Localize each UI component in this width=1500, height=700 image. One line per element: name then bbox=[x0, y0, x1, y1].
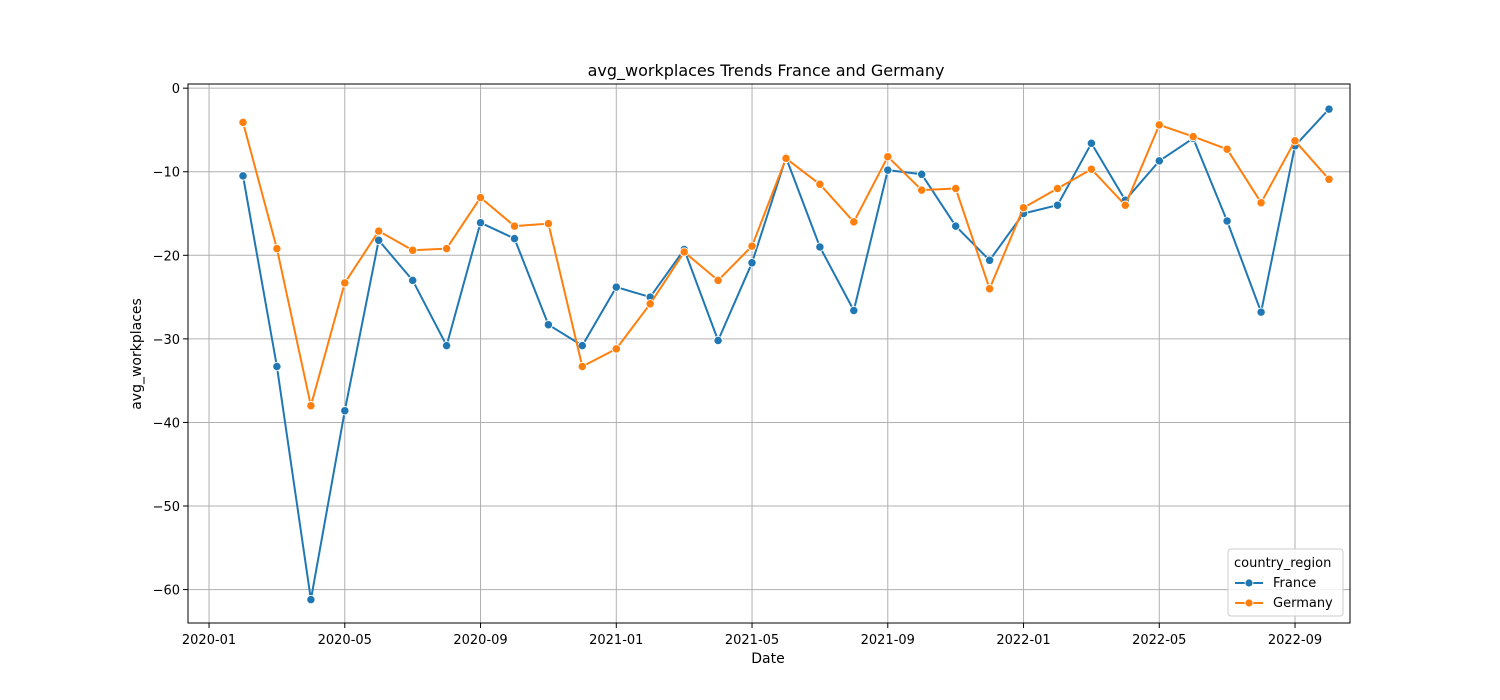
data-point-germany bbox=[781, 153, 791, 164]
data-point-germany bbox=[1086, 164, 1097, 174]
data-point-france bbox=[951, 221, 961, 231]
x-tick-label: 2022-09 bbox=[1268, 633, 1322, 648]
data-point-germany bbox=[951, 183, 961, 194]
chart-title: avg_workplaces Trends France and Germany bbox=[588, 61, 945, 81]
data-point-france bbox=[441, 340, 452, 351]
data-point-france bbox=[306, 594, 316, 605]
data-point-france bbox=[475, 218, 486, 228]
data-point-france bbox=[1324, 104, 1334, 114]
data-point-france bbox=[408, 275, 418, 286]
tick-layer: 2020-01 2020-05 2020-09 2021-01 2021-05 2021-… bbox=[153, 82, 1323, 648]
data-point-germany bbox=[645, 299, 655, 309]
data-point-germany bbox=[374, 226, 384, 236]
data-point-france bbox=[1256, 307, 1266, 317]
data-point-germany bbox=[340, 278, 350, 288]
data-point-france bbox=[713, 335, 723, 346]
y-axis-title: avg_workplaces bbox=[129, 298, 145, 410]
x-tick-label: 2020-05 bbox=[318, 633, 372, 648]
data-point-france bbox=[849, 305, 859, 316]
legend-title: country_region bbox=[1234, 556, 1331, 571]
data-point-germany bbox=[1188, 131, 1198, 142]
legend-germany-label: Germany bbox=[1273, 596, 1333, 611]
data-point-france bbox=[747, 258, 757, 268]
data-point-germany bbox=[509, 221, 520, 231]
y-tick-label: −60 bbox=[153, 584, 180, 599]
data-point-france bbox=[374, 235, 384, 245]
data-point-germany bbox=[475, 192, 486, 203]
series-line-germany bbox=[242, 122, 1330, 407]
legend-france-marker bbox=[1244, 578, 1254, 588]
data-point-germany bbox=[1052, 183, 1063, 194]
data-point-germany bbox=[849, 217, 859, 227]
plot-frame bbox=[187, 83, 1351, 624]
data-point-germany bbox=[747, 241, 757, 251]
data-point-france bbox=[917, 169, 927, 179]
x-axis-title: Date bbox=[751, 651, 784, 667]
legend-box bbox=[1227, 548, 1344, 617]
x-tick-label: 2020-09 bbox=[453, 633, 507, 648]
data-point-germany bbox=[408, 245, 418, 255]
series-france bbox=[238, 104, 1334, 605]
data-point-germany bbox=[917, 185, 927, 195]
data-point-germany bbox=[1324, 174, 1334, 184]
legend: country_region France Germany bbox=[1227, 548, 1344, 617]
data-point-france bbox=[1052, 200, 1063, 210]
data-point-germany bbox=[1154, 120, 1164, 130]
data-point-germany bbox=[1018, 203, 1029, 213]
data-point-germany bbox=[306, 401, 316, 411]
data-point-germany bbox=[1222, 144, 1232, 154]
data-point-germany bbox=[679, 247, 689, 257]
x-tick-label: 2022-01 bbox=[996, 633, 1050, 648]
data-point-france bbox=[543, 320, 554, 330]
y-tick-label: −10 bbox=[153, 166, 180, 181]
data-point-germany bbox=[1256, 198, 1266, 208]
data-point-germany bbox=[1120, 200, 1130, 210]
data-point-germany bbox=[577, 361, 587, 372]
y-tick-label: −50 bbox=[153, 500, 180, 515]
legend-france-label: France bbox=[1273, 576, 1316, 591]
x-tick-label: 2021-05 bbox=[725, 633, 779, 648]
data-point-france bbox=[984, 255, 995, 265]
data-point-france bbox=[1222, 216, 1232, 226]
data-point-germany bbox=[984, 284, 995, 294]
data-point-germany bbox=[441, 243, 452, 254]
grid-layer bbox=[188, 84, 1350, 623]
y-tick-label: 0 bbox=[172, 82, 180, 97]
data-point-germany bbox=[238, 117, 248, 128]
series-line-france bbox=[242, 108, 1330, 601]
x-tick-label: 2020-01 bbox=[182, 633, 236, 648]
data-point-germany bbox=[713, 275, 723, 286]
y-tick-label: −20 bbox=[153, 249, 180, 264]
x-tick-label: 2021-01 bbox=[589, 633, 643, 648]
data-point-germany bbox=[543, 218, 554, 229]
data-point-france bbox=[272, 361, 282, 372]
legend-germany-marker bbox=[1244, 598, 1254, 608]
series-layer bbox=[238, 104, 1334, 605]
x-tick-label: 2022-05 bbox=[1132, 633, 1186, 648]
data-point-germany bbox=[815, 179, 825, 189]
data-point-france bbox=[509, 233, 520, 244]
y-tick-label: −30 bbox=[153, 333, 180, 348]
data-point-france bbox=[1154, 156, 1164, 166]
data-point-france bbox=[611, 282, 621, 292]
x-tick-label: 2021-09 bbox=[861, 633, 915, 648]
data-point-germany bbox=[883, 152, 893, 162]
data-point-france bbox=[1086, 138, 1097, 148]
data-point-germany bbox=[1290, 136, 1300, 146]
data-point-france bbox=[883, 165, 893, 175]
data-point-france bbox=[577, 340, 587, 351]
data-point-germany bbox=[272, 243, 282, 254]
data-point-france bbox=[340, 406, 350, 416]
series-germany bbox=[238, 117, 1334, 411]
y-tick-label: −40 bbox=[153, 416, 180, 431]
data-point-france bbox=[238, 171, 248, 181]
data-point-france bbox=[815, 242, 825, 252]
data-point-germany bbox=[611, 344, 621, 354]
